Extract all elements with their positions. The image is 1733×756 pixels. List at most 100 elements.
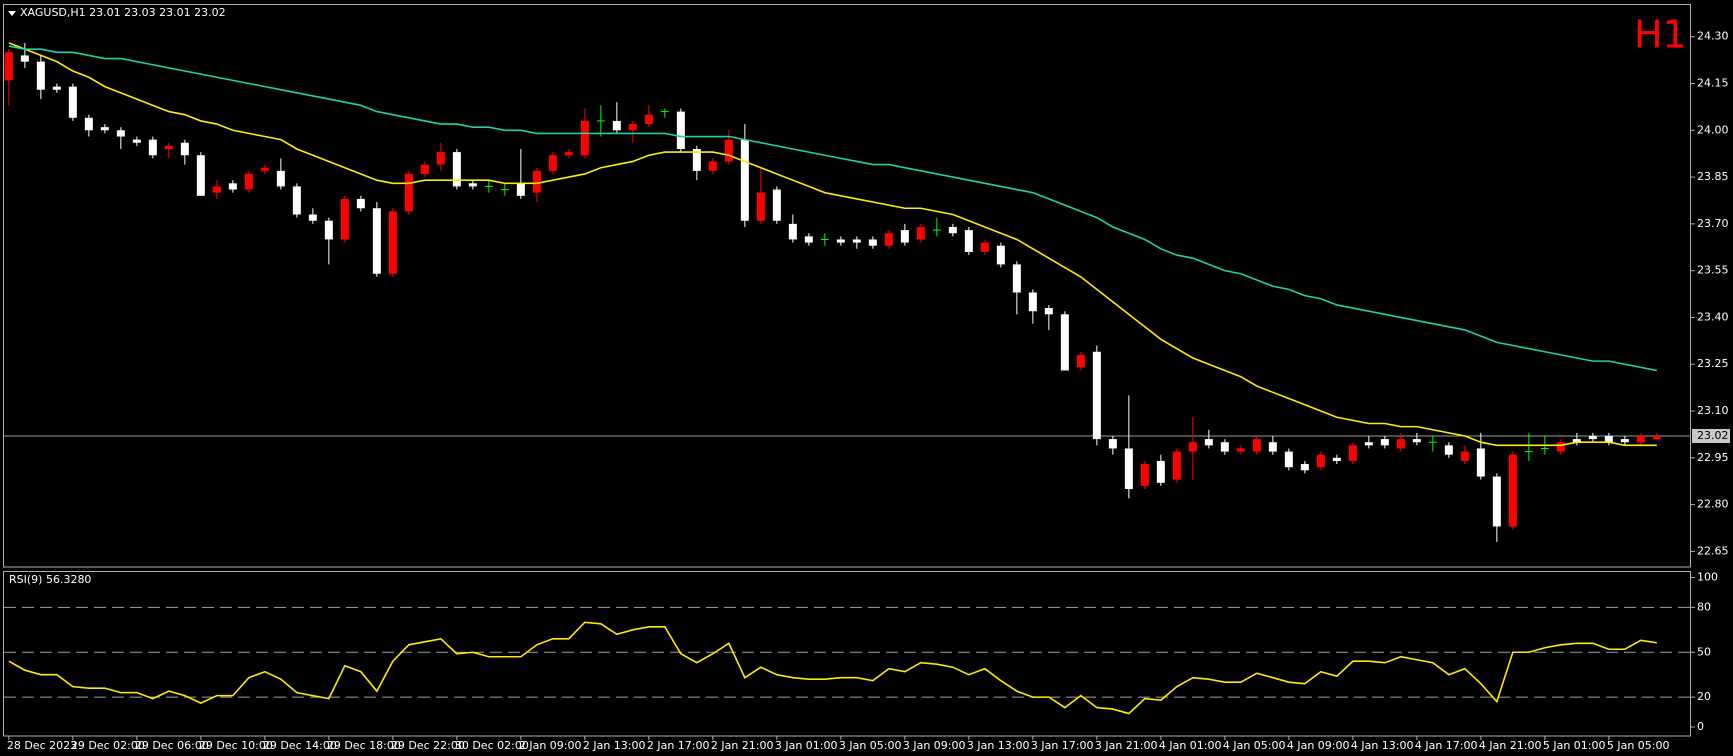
candle-body <box>1572 439 1581 443</box>
candle-body <box>324 220 333 240</box>
y-tick-label: 100 <box>1697 570 1718 583</box>
candle-body <box>356 198 365 209</box>
y-tick-label: 50 <box>1697 645 1711 658</box>
candle-body <box>580 120 589 156</box>
x-tick-label: 28 Dec 2023 <box>7 739 77 752</box>
y-tick-label: 24.15 <box>1697 76 1729 89</box>
candle-body <box>1396 439 1405 449</box>
candle-body <box>1252 439 1261 452</box>
candle-body <box>1140 464 1149 486</box>
candle-body <box>1300 464 1309 471</box>
candle-body <box>340 198 349 240</box>
x-tick-label: 3 Jan 21:00 <box>1095 739 1158 752</box>
candle-body <box>564 152 573 156</box>
timeframe-label: H1 <box>1634 13 1687 57</box>
candle-body <box>420 164 429 174</box>
price-frame <box>3 4 1691 568</box>
candle-body <box>1588 435 1597 440</box>
candle-body <box>20 55 29 62</box>
x-tick-label: 4 Jan 05:00 <box>1223 739 1286 752</box>
x-tick-label: 2 Jan 17:00 <box>647 739 710 752</box>
candle-body <box>1236 448 1245 452</box>
x-tick-label: 5 Jan 01:00 <box>1543 739 1606 752</box>
candle-body <box>1076 354 1085 368</box>
y-tick-label: 22.65 <box>1697 544 1729 557</box>
candle-body <box>1044 308 1053 315</box>
y-tick-label: 22.80 <box>1697 498 1729 511</box>
candle-body <box>868 239 877 246</box>
candle-body <box>372 208 381 274</box>
candle-body <box>452 152 461 187</box>
candle-body <box>1028 292 1037 312</box>
y-tick-label: 23.85 <box>1697 170 1729 183</box>
x-tick-label: 29 Dec 14:00 <box>263 739 337 752</box>
candle-body <box>964 230 973 252</box>
candle-body <box>1124 448 1133 490</box>
candle-body <box>388 211 397 274</box>
candle-body <box>1012 264 1021 293</box>
y-tick-label: 23.55 <box>1697 264 1729 277</box>
candle-body <box>276 170 285 187</box>
candle-body <box>884 233 893 246</box>
candle-body <box>52 86 61 90</box>
candle-body <box>1060 314 1069 371</box>
candle-body <box>692 148 701 171</box>
x-tick-label: 4 Jan 21:00 <box>1479 739 1542 752</box>
x-tick-label: 29 Dec 02:00 <box>71 739 145 752</box>
candle-body <box>1604 435 1613 443</box>
candle-body <box>628 124 637 131</box>
candle-body <box>1316 454 1325 468</box>
candle-body <box>1348 445 1357 461</box>
candle-body <box>996 245 1005 265</box>
candle-body <box>1172 451 1181 480</box>
candle-body <box>212 186 221 193</box>
candle-body <box>1444 445 1453 455</box>
x-tick-label: 3 Jan 13:00 <box>967 739 1030 752</box>
y-tick-label: 0 <box>1697 720 1704 733</box>
candle-body <box>676 111 685 149</box>
price-label: 23.02 <box>1697 429 1729 442</box>
candle-body <box>244 173 253 190</box>
candle-body <box>1412 439 1421 443</box>
y-tick-label: 80 <box>1697 600 1711 613</box>
candle-body <box>1204 439 1213 446</box>
x-tick-label: 4 Jan 13:00 <box>1351 739 1414 752</box>
candle-body <box>36 61 45 90</box>
x-tick-label: 4 Jan 17:00 <box>1415 739 1478 752</box>
x-tick-label: 29 Dec 10:00 <box>199 739 273 752</box>
candle-body <box>1460 451 1469 461</box>
candle-body <box>1380 439 1389 446</box>
candle-body <box>116 130 125 137</box>
x-tick-label: 4 Jan 09:00 <box>1287 739 1350 752</box>
candle-body <box>84 117 93 131</box>
candle-body <box>980 242 989 252</box>
y-tick-label: 24.30 <box>1697 30 1729 43</box>
dropdown-arrow[interactable] <box>8 11 16 16</box>
candle-body <box>4 52 13 81</box>
candle-body <box>1108 439 1117 449</box>
y-tick-label: 23.25 <box>1697 357 1729 370</box>
candle-body <box>1092 351 1101 440</box>
x-tick-label: 4 Jan 01:00 <box>1159 739 1222 752</box>
y-tick-label: 20 <box>1697 690 1711 703</box>
chart-title: XAGUSD,H1 23.01 23.03 23.01 23.02 <box>20 6 226 19</box>
candle-body <box>228 183 237 190</box>
candle-body <box>804 236 813 243</box>
candle-body <box>772 189 781 221</box>
candle-body <box>948 226 957 234</box>
candle-body <box>548 155 557 171</box>
price-label-box <box>1692 428 1730 443</box>
candle-body <box>1492 476 1501 527</box>
candle-body <box>468 183 477 187</box>
candle-body <box>404 173 413 212</box>
rsi-frame <box>3 571 1691 737</box>
y-tick-label: 22.95 <box>1697 451 1729 464</box>
candle-body <box>164 145 173 149</box>
candle-body <box>292 186 301 215</box>
y-tick-label: 23.70 <box>1697 217 1729 230</box>
candle-body <box>900 230 909 243</box>
candle-body <box>724 139 733 162</box>
candle-body <box>788 223 797 240</box>
